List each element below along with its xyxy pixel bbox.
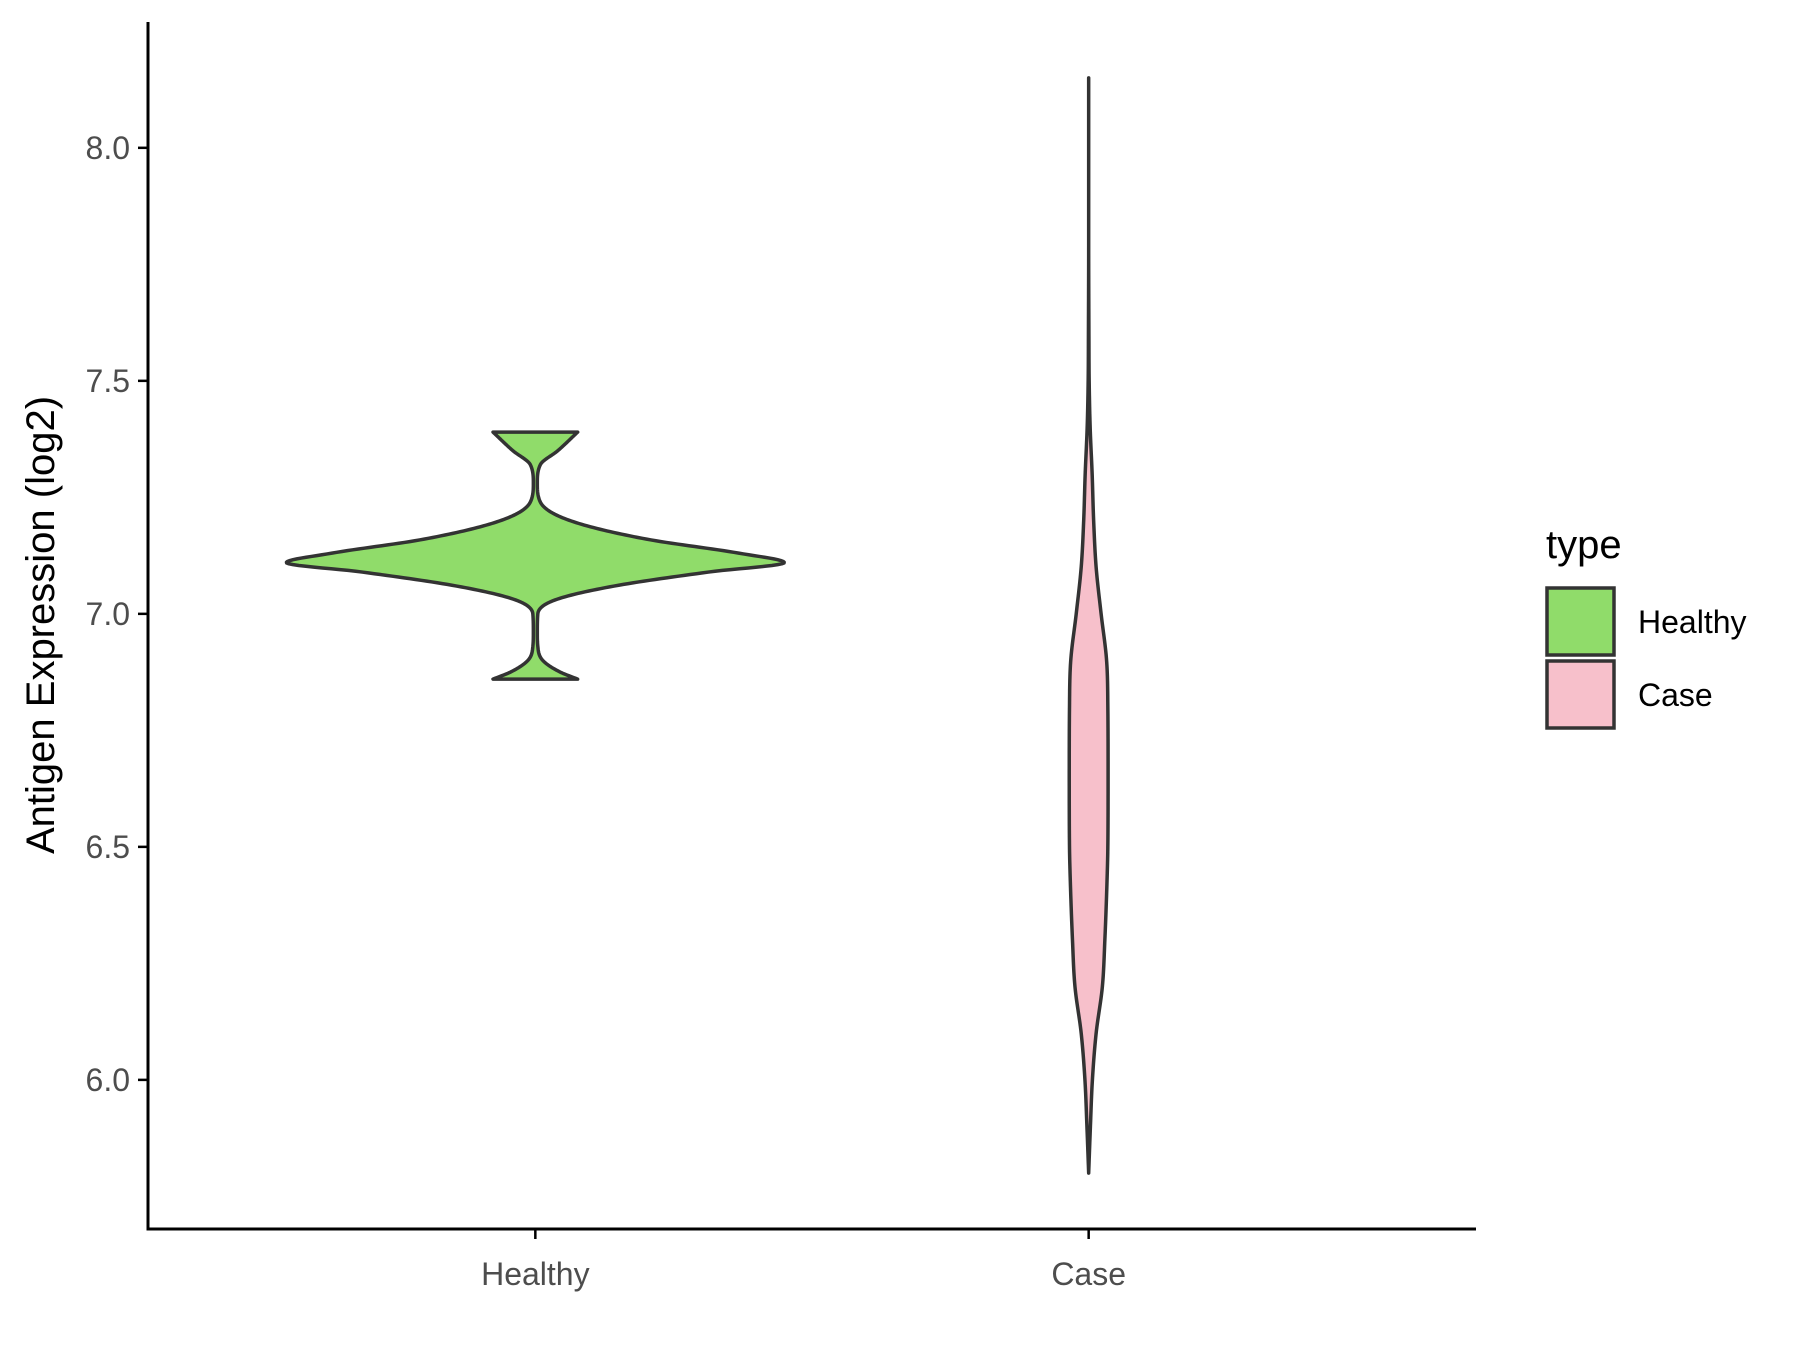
legend-label: Healthy — [1638, 604, 1747, 640]
y-tick-label: 6.5 — [86, 829, 130, 865]
violin-case — [1067, 76, 1110, 1175]
legend: type Healthy Case — [1545, 523, 1747, 730]
y-tick-label: 7.0 — [86, 596, 130, 632]
y-axis-ticks: 6.0 6.5 7.0 7.5 8.0 — [86, 130, 148, 1098]
legend-key-healthy — [1545, 586, 1616, 657]
x-tick-label: Healthy — [481, 1256, 590, 1292]
violin-layer — [284, 76, 1110, 1175]
x-axis-ticks: Healthy Case — [481, 1229, 1126, 1292]
y-tick-label: 7.5 — [86, 363, 130, 399]
legend-title: type — [1546, 523, 1622, 567]
legend-key-case — [1545, 659, 1616, 730]
legend-label: Case — [1638, 677, 1713, 713]
y-tick-label: 6.0 — [86, 1062, 130, 1098]
violin-healthy — [284, 430, 786, 681]
y-tick-label: 8.0 — [86, 130, 130, 166]
x-tick-label: Case — [1051, 1256, 1126, 1292]
y-axis-title: Antigen Expression (log2) — [19, 396, 63, 854]
